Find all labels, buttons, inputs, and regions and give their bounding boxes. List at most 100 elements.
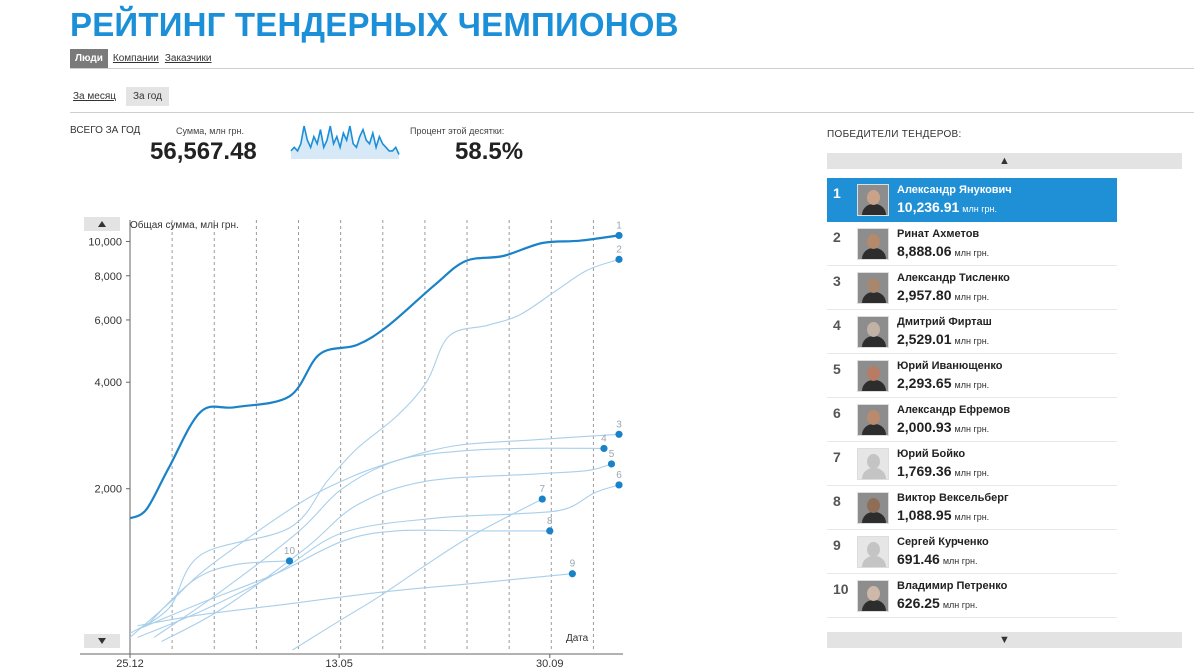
winner-name: Владимир Петренко — [897, 580, 1008, 592]
avatar — [857, 272, 889, 304]
tab-people[interactable]: Люди — [70, 49, 108, 68]
y-tick-label: 10,000 — [88, 236, 122, 248]
series-line[interactable] — [153, 447, 605, 638]
series-label: 4 — [601, 433, 607, 444]
winner-unit: млн грн. — [942, 556, 978, 566]
winner-name: Юрий Бойко — [897, 448, 966, 460]
x-tick-label: 25.12 — [116, 658, 144, 669]
winner-row[interactable]: 10 Владимир Петренко 626.25 млн грн. — [827, 574, 1117, 618]
chevron-up-icon: ▲ — [999, 155, 1010, 167]
winner-name: Александр Ефремов — [897, 404, 1011, 416]
series-line[interactable] — [292, 498, 543, 651]
share-label: Процент этой десятки: — [410, 126, 505, 136]
winner-rank: 6 — [833, 405, 841, 421]
winner-unit: млн грн. — [954, 424, 990, 434]
sum-value: 56,567.48 — [150, 138, 257, 165]
winner-amount: 626.25 — [897, 595, 940, 611]
sparkline-line — [290, 125, 400, 155]
winner-rank: 5 — [833, 361, 841, 377]
winner-amount: 2,000.93 — [897, 419, 952, 435]
avatar — [857, 360, 889, 392]
divider — [70, 68, 1194, 69]
winner-row[interactable]: 7 Юрий Бойко 1,769.36 млн грн. — [827, 442, 1117, 486]
series-end-point[interactable] — [615, 481, 623, 489]
scroll-up-button[interactable]: ▲ — [827, 153, 1182, 169]
y-tick-label: 4,000 — [94, 377, 122, 389]
winner-row[interactable]: 6 Александр Ефремов 2,000.93 млн грн. — [827, 398, 1117, 442]
series-label: 6 — [616, 470, 622, 481]
avatar — [857, 228, 889, 260]
avatar — [857, 580, 889, 612]
winner-rank: 1 — [833, 185, 841, 201]
x-axis-label: Дата — [566, 633, 589, 644]
series-end-point[interactable] — [600, 444, 608, 453]
winner-unit: млн грн. — [954, 336, 990, 346]
avatar — [857, 316, 889, 348]
winner-row[interactable]: 9 Сергей Курченко 691.46 млн грн. — [827, 530, 1117, 574]
series-end-point[interactable] — [546, 527, 554, 535]
series-line[interactable] — [130, 433, 620, 638]
series-label: 10 — [284, 546, 296, 557]
series-line[interactable] — [137, 529, 550, 631]
series-label: 3 — [616, 419, 622, 430]
series-line[interactable] — [161, 463, 612, 642]
y-axis-label: Общая сумма, млн грн. — [130, 219, 239, 231]
series-line[interactable] — [137, 573, 573, 627]
avatar — [857, 404, 889, 436]
series-end-point[interactable] — [285, 557, 294, 565]
winner-unit: млн грн. — [954, 248, 990, 258]
winner-unit: млн грн. — [954, 380, 990, 390]
series-end-point[interactable] — [607, 460, 616, 468]
series-label: 9 — [570, 559, 576, 570]
chart-scroll-up-button[interactable] — [84, 217, 120, 231]
series-label: 2 — [616, 244, 622, 255]
scroll-down-button[interactable]: ▼ — [827, 632, 1182, 648]
period-month[interactable]: За месяц — [73, 91, 116, 102]
winner-name: Сергей Курченко — [897, 536, 989, 548]
series-end-point[interactable] — [615, 231, 623, 240]
sum-label: Сумма, млн грн. — [176, 126, 244, 136]
x-tick-label: 13.05 — [325, 658, 353, 669]
chevron-up-icon — [98, 221, 106, 227]
series-line[interactable] — [146, 560, 290, 627]
winner-row[interactable]: 1 Александр Янукович 10,236.91 млн грн. — [827, 178, 1117, 222]
series-end-point[interactable] — [615, 255, 623, 263]
winner-rank: 7 — [833, 449, 841, 465]
series-end-point[interactable] — [615, 430, 623, 438]
winner-amount: 1,088.95 — [897, 507, 952, 523]
series-label: 7 — [539, 484, 545, 495]
series-label: 5 — [609, 449, 615, 460]
series-line[interactable] — [130, 258, 620, 634]
series-line[interactable] — [137, 484, 620, 638]
winner-unit: млн грн. — [962, 204, 997, 214]
winner-row[interactable]: 3 Александр Тисленко 2,957.80 млн грн. — [827, 266, 1117, 310]
winner-name: Юрий Иванющенко — [897, 360, 1003, 372]
winner-unit: млн грн. — [942, 600, 978, 610]
period-year[interactable]: За год — [125, 87, 169, 106]
chart-scroll-down-button[interactable] — [84, 634, 120, 648]
series-end-point[interactable] — [568, 570, 576, 578]
period-switcher: За месяц За год — [73, 87, 169, 106]
category-tabs: Люди Компании Заказчики — [70, 49, 218, 68]
tab-customers[interactable]: Заказчики — [164, 53, 212, 64]
winner-unit: млн грн. — [954, 512, 990, 522]
winner-rank: 4 — [833, 317, 841, 333]
person-placeholder-icon — [857, 536, 889, 568]
winner-name: Александр Янукович — [897, 184, 1012, 196]
y-tick-label: 8,000 — [94, 271, 122, 283]
winner-row[interactable]: 4 Дмитрий Фирташ 2,529.01 млн грн. — [827, 310, 1117, 354]
winner-rank: 8 — [833, 493, 841, 509]
cumulative-chart: 10,000 8,000 6,000 4,000 2,000 25.12 13.05 30.0… — [80, 217, 623, 669]
tab-companies[interactable]: Компании — [112, 53, 159, 64]
winner-rank: 9 — [833, 537, 841, 553]
winner-row[interactable]: 8 Виктор Вексельберг 1,088.95 млн грн. — [827, 486, 1117, 530]
winner-amount: 2,529.01 — [897, 331, 952, 347]
winner-row[interactable]: 5 Юрий Иванющенко 2,293.65 млн грн. — [827, 354, 1117, 398]
winner-amount: 2,957.80 — [897, 287, 952, 303]
person-placeholder-icon — [857, 448, 889, 480]
winner-amount: 1,769.36 — [897, 463, 952, 479]
winner-row[interactable]: 2 Ринат Ахметов 8,888.06 млн грн. — [827, 222, 1117, 266]
series-line[interactable] — [130, 234, 620, 520]
series-end-point[interactable] — [538, 495, 546, 503]
winner-name: Дмитрий Фирташ — [897, 316, 992, 328]
